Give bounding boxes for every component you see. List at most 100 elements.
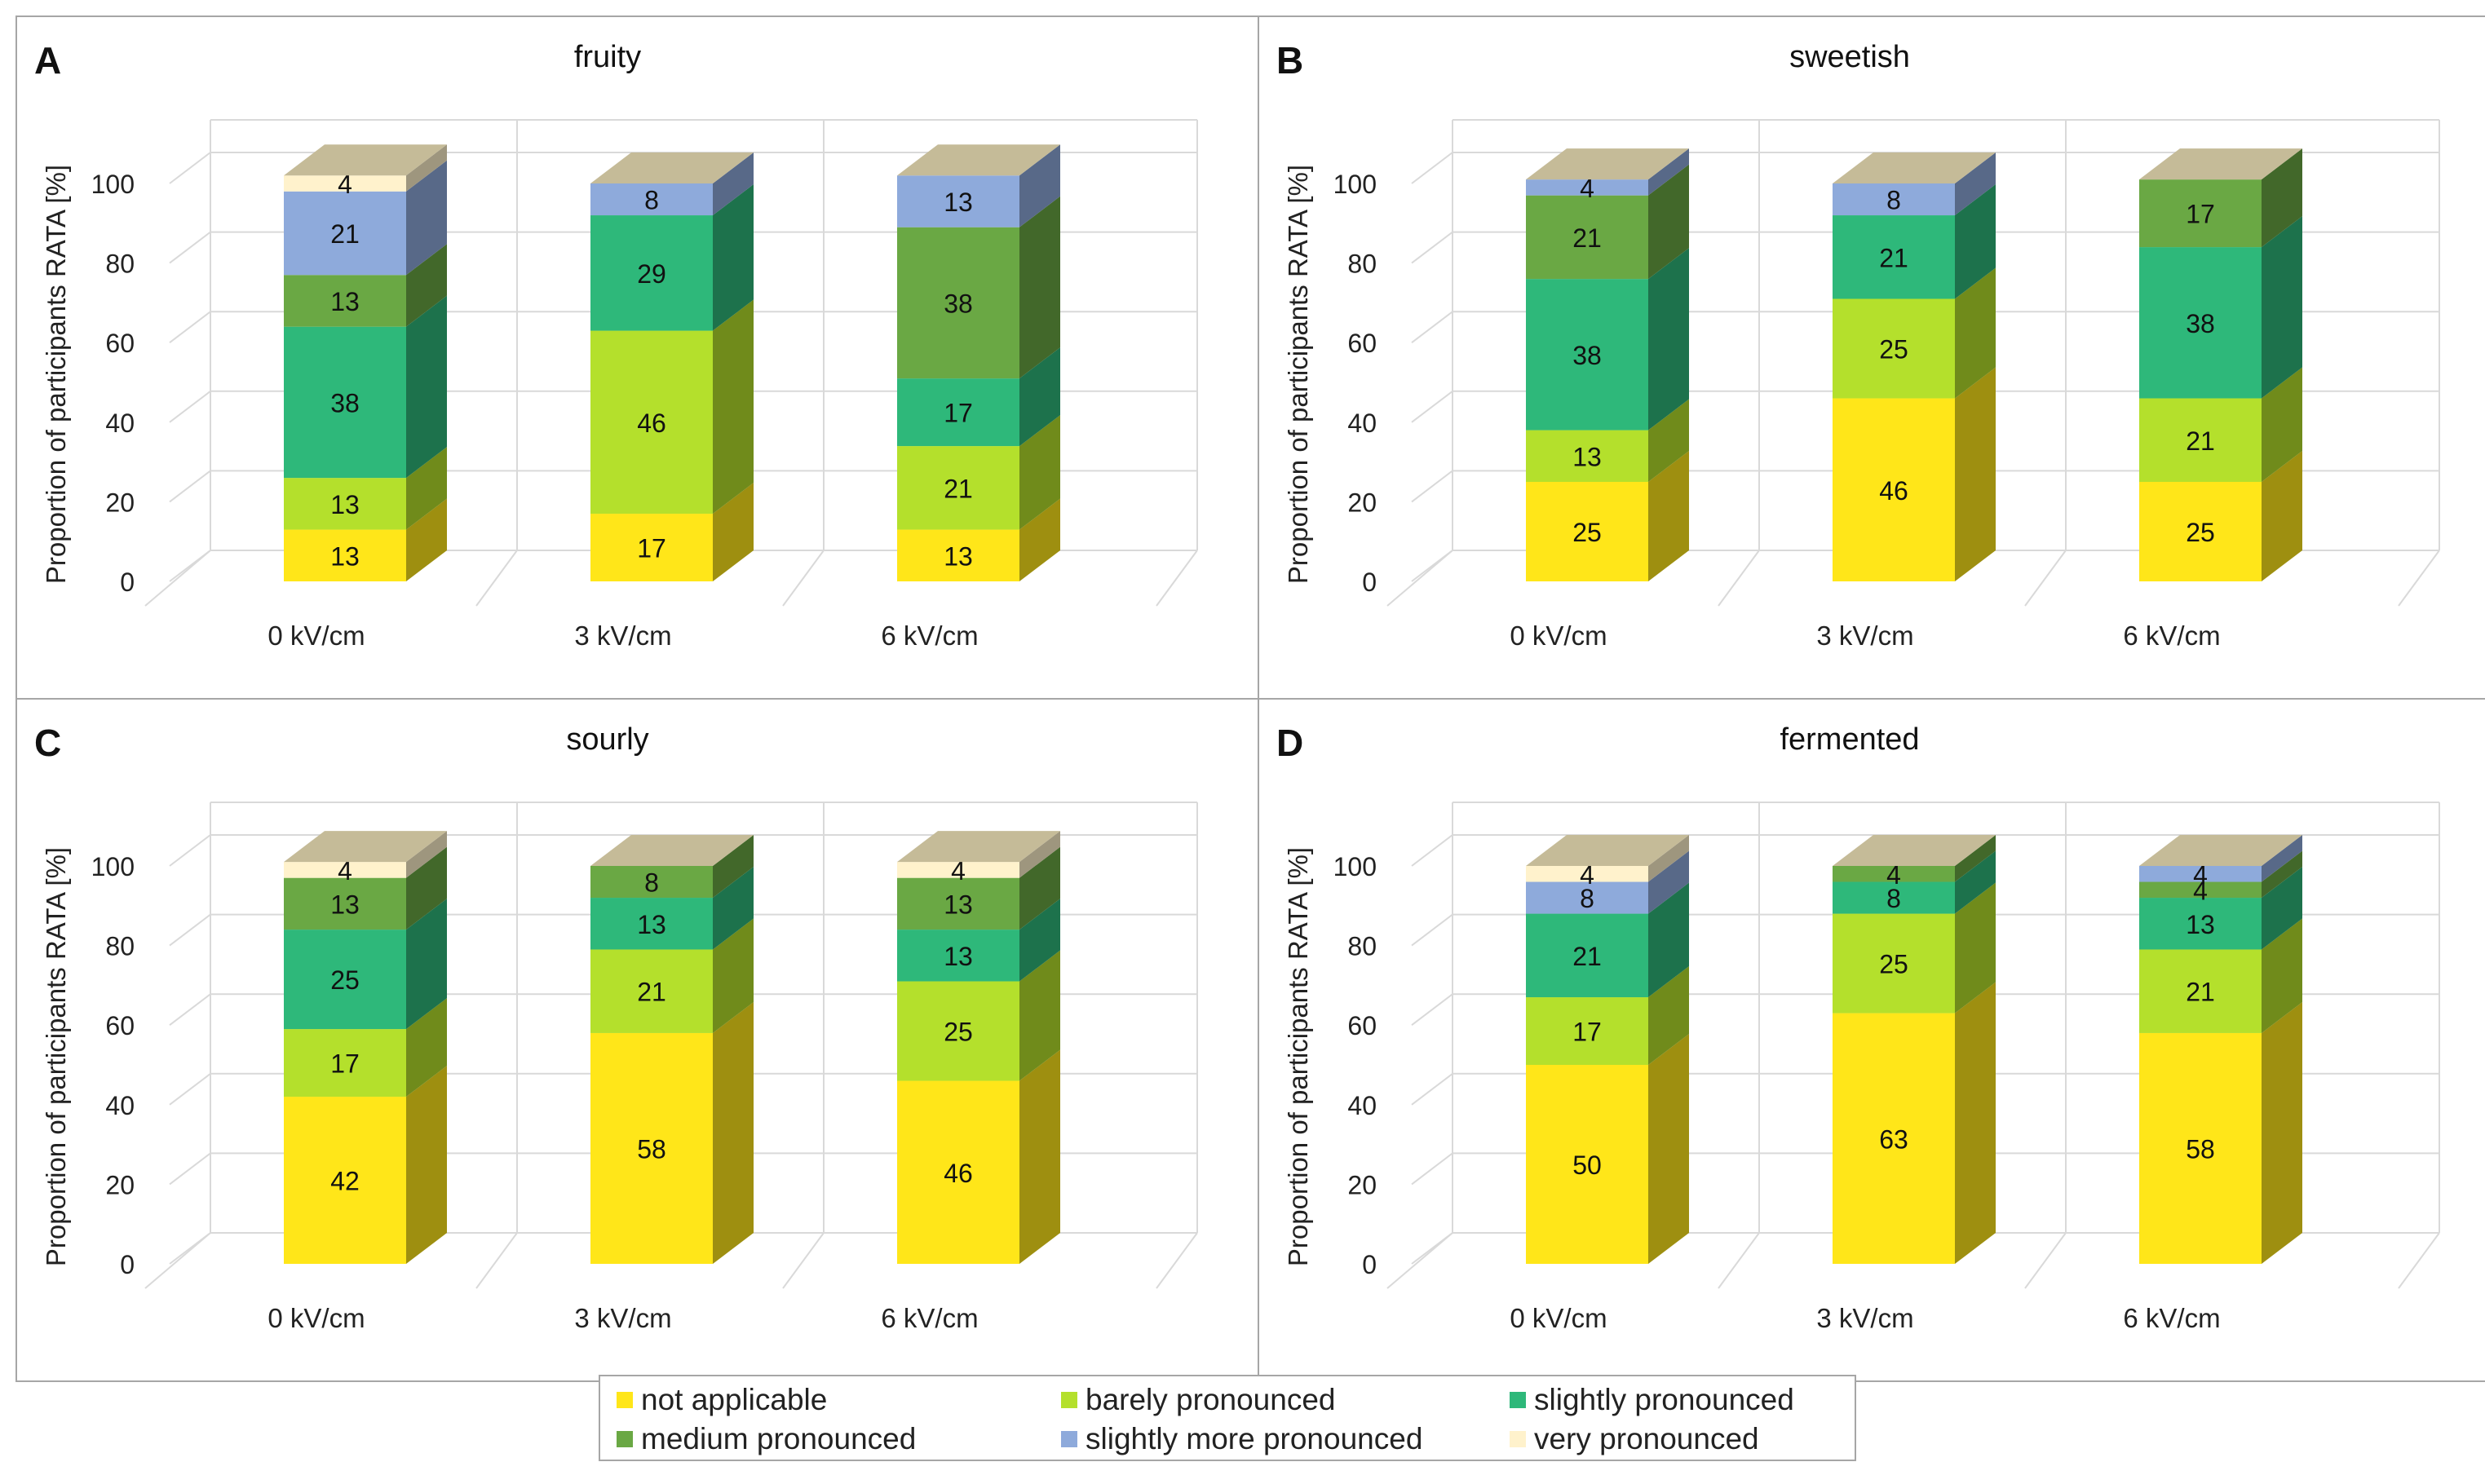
bar-segment — [284, 930, 406, 1030]
legend-item: slightly pronounced — [1510, 1381, 1794, 1419]
bar-top-cap — [2139, 148, 2302, 180]
data-label: 13 — [944, 890, 973, 919]
bar-top-cap — [1526, 835, 1689, 866]
data-label: 38 — [944, 289, 973, 318]
gridline-depth — [169, 470, 211, 503]
data-label: 4 — [2193, 876, 2208, 905]
bar-segment — [1833, 298, 1955, 399]
bar-segment-side — [1019, 846, 1060, 930]
gridline-depth — [1411, 993, 1453, 1026]
gridline-depth — [1411, 1073, 1453, 1106]
bar-segment — [284, 478, 406, 530]
bar-segment — [1526, 997, 1648, 1065]
y-tick-label: 40 — [1347, 1091, 1377, 1120]
data-label: 8 — [644, 186, 659, 215]
gridline-depth — [1411, 152, 1453, 184]
bar-segment-side — [1648, 164, 1689, 280]
floor-line — [144, 550, 211, 607]
bar-segment — [897, 1080, 1019, 1264]
data-label: 13 — [330, 490, 360, 519]
bar-segment-side — [2262, 850, 2302, 899]
data-label: 17 — [2186, 200, 2215, 229]
bar-segment-side — [406, 831, 447, 878]
data-label: 13 — [330, 287, 360, 316]
gridline-depth — [169, 1152, 211, 1186]
y-tick-label: 80 — [1347, 932, 1377, 961]
bar-segment — [897, 930, 1019, 982]
bar-segment — [1833, 183, 1955, 216]
bar-segment-side — [713, 918, 754, 1033]
y-tick-label: 0 — [1362, 568, 1377, 597]
data-label: 25 — [944, 1018, 973, 1047]
bar-segment — [1833, 913, 1955, 1014]
floor-line — [1156, 550, 1198, 607]
y-tick-label: 0 — [120, 1250, 135, 1279]
category-label: 6 kV/cm — [881, 1303, 978, 1333]
category-label: 3 kV/cm — [574, 621, 671, 651]
legend-label: medium pronounced — [641, 1422, 917, 1455]
panel-D: 0 20 40 60 80 100 Proportion of participants R… — [1258, 698, 2485, 1382]
bar-segment-side — [2262, 148, 2302, 248]
bar-segment-side — [406, 160, 447, 276]
bar-segment-side — [2262, 835, 2302, 882]
data-label: 25 — [2186, 518, 2215, 547]
bar-segment-side — [1648, 1034, 1689, 1264]
bar-segment-side — [713, 1001, 754, 1264]
bar-segment — [284, 1029, 406, 1098]
data-label: 4 — [951, 856, 966, 886]
category-label: 0 kV/cm — [268, 621, 365, 651]
bar-segment — [284, 877, 406, 930]
data-label: 4 — [1580, 860, 1594, 890]
category-label: 3 kV/cm — [574, 1303, 671, 1333]
floor-line — [1718, 550, 1760, 607]
gridline-depth — [169, 834, 211, 867]
bar-segment-side — [406, 295, 447, 479]
gridline-depth — [1411, 231, 1453, 264]
bar-segment-side — [1955, 882, 1996, 1014]
data-label: 21 — [944, 474, 973, 503]
floor-line — [1156, 1232, 1198, 1289]
floor-line — [2398, 550, 2440, 607]
bar-segment — [2139, 881, 2262, 899]
panel-letter: A — [34, 39, 61, 82]
floor-line — [782, 550, 825, 607]
bar-segment — [284, 1097, 406, 1264]
chart-title: fruity — [574, 40, 641, 74]
bar-segment — [1526, 482, 1648, 581]
bar-segment-side — [1648, 451, 1689, 581]
data-label: 4 — [338, 856, 352, 886]
bar-top-cap — [1833, 152, 1996, 183]
y-tick-label: 60 — [1347, 329, 1377, 358]
bar-segment — [2139, 1032, 2262, 1264]
legend-item: barely pronounced — [1061, 1381, 1336, 1419]
chart-title: sweetish — [1789, 40, 1910, 74]
bar-segment — [2139, 898, 2262, 950]
legend-swatch — [617, 1392, 633, 1408]
bar-segment — [590, 949, 713, 1033]
data-label: 25 — [330, 965, 360, 995]
bar-segment-side — [1648, 148, 1689, 196]
bar-segment-side — [2262, 451, 2302, 581]
gridline-depth — [169, 391, 211, 423]
legend-swatch — [1510, 1431, 1526, 1447]
bar-segment — [284, 326, 406, 479]
data-label: 46 — [637, 409, 666, 438]
bar-top-cap — [284, 831, 447, 863]
data-label: 4 — [338, 170, 352, 199]
floor-line — [1386, 1232, 1453, 1289]
bar-segment — [590, 215, 713, 331]
bar-segment — [897, 529, 1019, 581]
bar-segment-side — [2262, 867, 2302, 950]
bar-segment — [1526, 1065, 1648, 1264]
bar-segment — [897, 862, 1019, 878]
y-tick-label: 80 — [105, 932, 135, 961]
bar-segment-side — [406, 244, 447, 327]
data-label: 21 — [637, 978, 666, 1007]
gridline-depth — [1411, 391, 1453, 423]
panel-border — [1258, 698, 2485, 1382]
data-label: 13 — [944, 942, 973, 971]
y-tick-label: 0 — [1362, 1250, 1377, 1279]
bar-top-cap — [590, 152, 754, 183]
category-label: 0 kV/cm — [1510, 1303, 1607, 1333]
data-label: 25 — [1879, 950, 1908, 979]
